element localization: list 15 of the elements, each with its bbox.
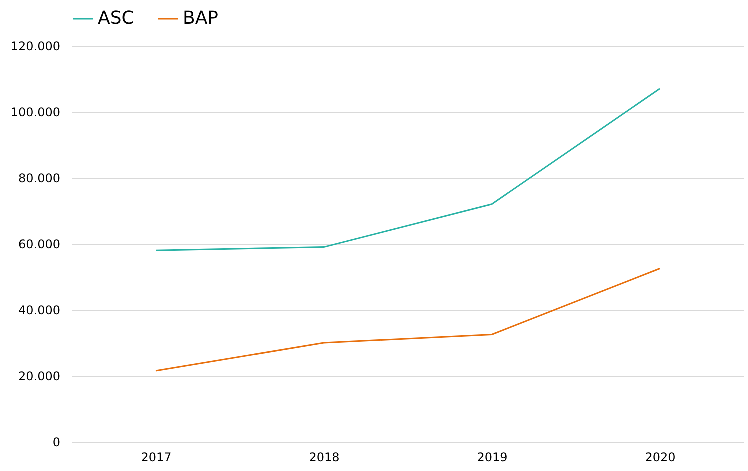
x-tick-label: 2017	[141, 450, 172, 464]
legend-label: BAP	[183, 8, 219, 29]
y-tick-label: 0	[52, 436, 60, 450]
y-tick-label: 40.000	[18, 304, 60, 318]
line-series	[155, 268, 661, 372]
y-tick-label: 60.000	[18, 238, 60, 252]
y-tick-label: 100.000	[10, 106, 60, 120]
y-tick-label: 120.000	[10, 40, 60, 54]
y-tick-label: 20.000	[18, 370, 60, 384]
x-tick-label: 2019	[477, 450, 508, 464]
x-tick-label: 2018	[309, 450, 340, 464]
line-series	[155, 88, 661, 252]
x-tick-label: 2020	[645, 450, 676, 464]
legend-label: ASC	[98, 8, 134, 29]
y-tick-label: 80.000	[18, 172, 60, 186]
